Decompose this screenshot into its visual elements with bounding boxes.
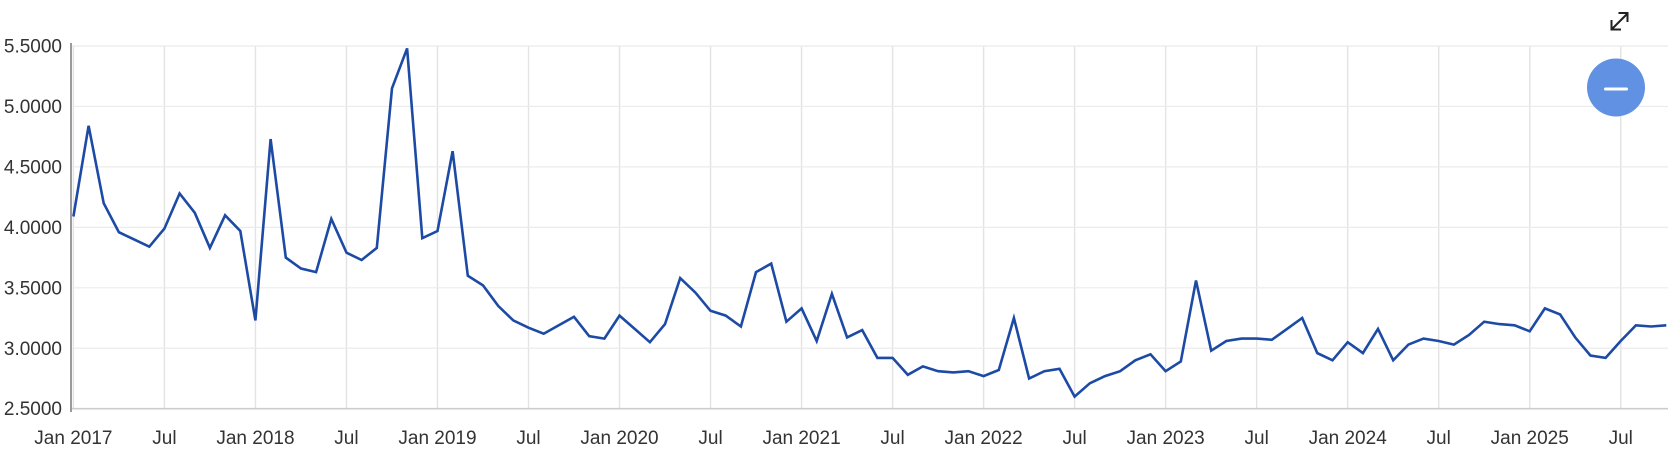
- x-axis-label: Jan 2017: [34, 428, 112, 449]
- x-axis-label: Jan 2020: [580, 428, 658, 449]
- x-axis-label: Jan 2019: [398, 428, 476, 449]
- x-axis-label: Jul: [334, 428, 358, 449]
- x-axis-label: Jul: [1609, 428, 1633, 449]
- zoom-out-button[interactable]: [1587, 58, 1645, 117]
- horizontal-gridlines: [71, 45, 1668, 410]
- y-axis-label: 5.0000: [4, 97, 62, 118]
- x-axis-label: Jan 2021: [762, 428, 840, 449]
- x-axis-label: Jul: [516, 428, 540, 449]
- x-axis-label: Jul: [698, 428, 722, 449]
- y-axis-label: 2.5000: [4, 399, 62, 420]
- x-axis-label: Jul: [880, 428, 904, 449]
- data-series-line[interactable]: [72, 47, 1667, 399]
- x-axis-label: Jan 2018: [216, 428, 294, 449]
- y-axis-label: 3.5000: [4, 278, 62, 299]
- x-axis-label: Jul: [1245, 428, 1269, 449]
- y-axis-label: 5.5000: [4, 37, 62, 58]
- x-axis-label: Jul: [1427, 428, 1451, 449]
- x-axis-label: Jan 2024: [1309, 428, 1388, 449]
- x-axis-label: Jan 2022: [945, 428, 1023, 449]
- x-axis-labels: Jan 2017 Jul Jan 2018 Jul Jan 2019 Jul Jan 202…: [34, 428, 1633, 449]
- minus-icon: [1604, 87, 1628, 91]
- y-axis-labels: 5.5000 5.0000 4.5000 4.0000 3.5000 3.0000 2.50…: [4, 37, 62, 421]
- y-axis-label: 4.5000: [4, 157, 62, 178]
- x-axis-label: Jan 2025: [1491, 428, 1569, 449]
- y-axis-label: 4.0000: [4, 218, 62, 239]
- x-axis-label: Jul: [152, 428, 176, 449]
- expand-icon[interactable]: [1610, 12, 1629, 31]
- y-axis-label: 3.0000: [4, 339, 62, 360]
- x-axis-label: Jul: [1062, 428, 1086, 449]
- x-axis-label: Jan 2023: [1127, 428, 1205, 449]
